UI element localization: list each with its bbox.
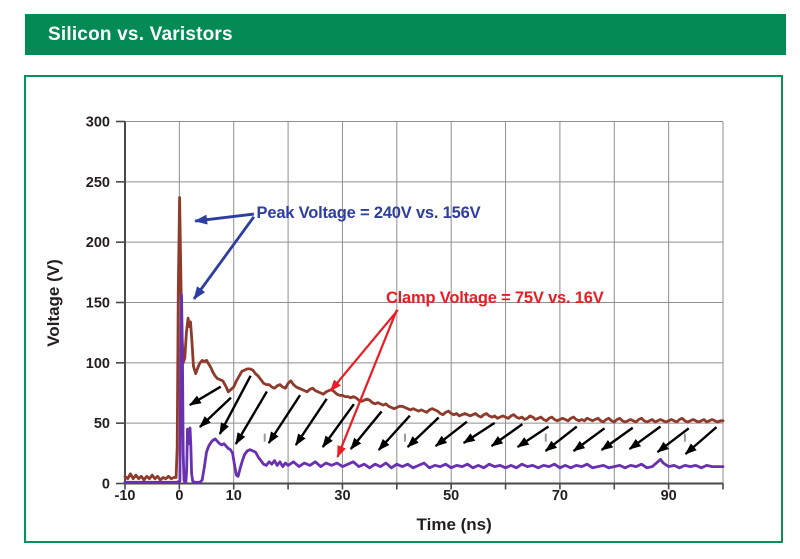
svg-text:0: 0: [102, 477, 110, 493]
header-bar: Silicon vs. Varistors: [25, 14, 786, 55]
svg-text:30: 30: [334, 488, 350, 504]
svg-text:50: 50: [443, 488, 459, 504]
annotation-clamp: Clamp Voltage = 75V vs. 16V: [329, 289, 604, 458]
svg-text:300: 300: [86, 115, 110, 131]
voltage-time-chart: -10 0 10 30 50 70 90 0 50 100 150 200 250 300 Time (ns…: [44, 115, 725, 534]
slide-title: Silicon vs. Varistors: [48, 23, 233, 45]
axes: [124, 121, 723, 485]
comparison-arrows: [188, 375, 718, 455]
annotation-peak-label: Peak Voltage = 240V vs. 156V: [257, 204, 481, 222]
x-tick-labels: -10 0 10 30 50 70 90: [115, 488, 677, 504]
trace-silicon: [123, 293, 725, 484]
svg-text:0: 0: [175, 488, 183, 504]
x-axis-title: Time (ns): [417, 515, 492, 534]
y-axis-title: Voltage (V): [44, 259, 63, 347]
svg-text:150: 150: [86, 296, 110, 312]
scope-markers: [263, 433, 686, 442]
svg-text:70: 70: [552, 488, 568, 504]
y-tick-labels: 0 50 100 150 200 250 300: [86, 115, 110, 493]
svg-text:250: 250: [86, 175, 110, 191]
svg-text:100: 100: [86, 356, 110, 372]
chart-panel: -10 0 10 30 50 70 90 0 50 100 150 200 250 300 Time (ns…: [24, 75, 783, 543]
svg-text:10: 10: [226, 488, 242, 504]
svg-text:50: 50: [94, 416, 110, 432]
svg-text:-10: -10: [115, 488, 136, 504]
svg-text:90: 90: [661, 488, 677, 504]
trace-varistor: [123, 196, 725, 482]
svg-text:200: 200: [86, 235, 110, 251]
annotation-clamp-label: Clamp Voltage = 75V vs. 16V: [386, 289, 604, 307]
annotation-peak: Peak Voltage = 240V vs. 156V: [192, 204, 481, 300]
